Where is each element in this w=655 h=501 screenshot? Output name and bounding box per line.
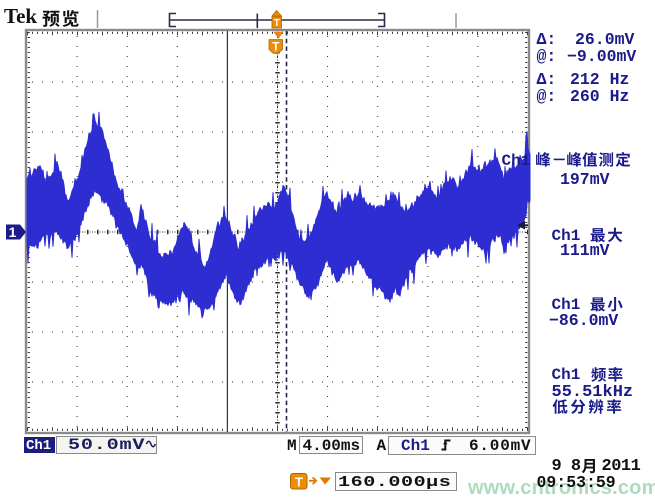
svg-text:T: T [274, 18, 280, 29]
svg-text:T: T [295, 475, 303, 490]
svg-text:1: 1 [9, 224, 17, 240]
svg-text:T: T [272, 40, 280, 54]
